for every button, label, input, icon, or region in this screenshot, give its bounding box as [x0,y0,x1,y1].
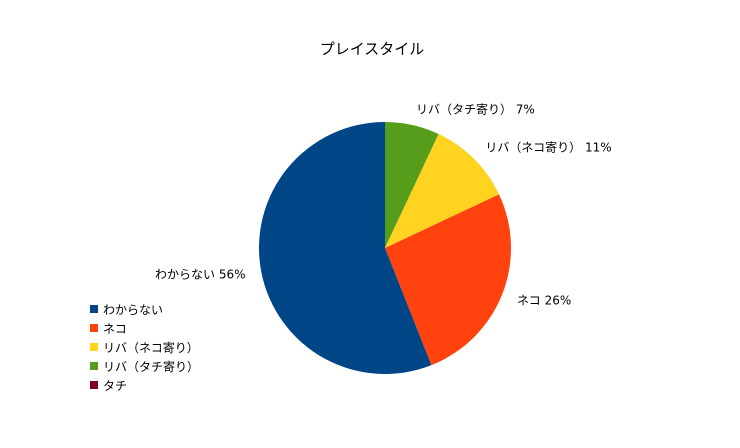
pie-slices [259,122,511,374]
data-labels: リバ（タチ寄り） 7% リバ（ネコ寄り） 11% ネコ 26% わからない 56% [155,101,612,307]
data-label-riba-neko-yori: リバ（ネコ寄り） 11% [485,140,611,155]
slice-riba-neko-yori [385,133,500,248]
legend-label-neko: ネコ [103,322,127,336]
slice-wakaranai [259,122,432,374]
legend-label-wakaranai: わからない [103,303,163,317]
legend-swatch-wakaranai [90,305,98,313]
data-label-neko: ネコ 26% [517,293,571,307]
data-label-wakaranai: わからない 56% [155,268,246,282]
legend-label-riba-tachi-yori: リバ（タチ寄り） [103,359,199,374]
data-label-riba-tachi-yori: リバ（タチ寄り） 7% [416,101,535,116]
legend-swatch-riba-neko-yori [90,343,98,351]
slice-riba-tachi-yori [385,122,439,248]
legend-swatch-tachi [90,381,98,389]
legend-swatch-riba-tachi-yori [90,362,98,370]
legend-swatch-neko [90,324,98,332]
legend-label-riba-neko-yori: リバ（ネコ寄り） [103,340,199,355]
chart-title: プレイスタイル [320,40,425,58]
slice-neko [385,194,511,366]
legend-label-tachi: タチ [103,379,127,393]
